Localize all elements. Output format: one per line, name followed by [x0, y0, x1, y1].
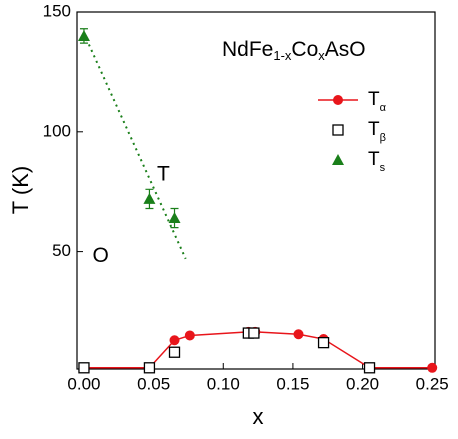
y-tick-label: 50 — [52, 241, 71, 260]
marker — [143, 192, 156, 204]
plot-frame — [76, 11, 436, 370]
marker — [184, 330, 195, 341]
marker — [332, 124, 344, 136]
annotation-subscript: 1-x — [273, 48, 292, 63]
marker — [363, 362, 376, 374]
x-tick-label: 0.10 — [207, 374, 240, 393]
marker — [78, 362, 90, 374]
marker — [168, 212, 181, 224]
marker — [427, 362, 438, 373]
region-label: T — [157, 162, 170, 185]
marker — [333, 95, 343, 105]
marker — [293, 329, 304, 340]
legend-name: T — [368, 89, 380, 110]
legend-subscript: α — [380, 102, 387, 114]
marker — [143, 362, 156, 374]
legend-label: Ts — [368, 149, 386, 174]
marker — [317, 336, 330, 349]
legend-label: Tα — [368, 89, 387, 114]
fit-line — [83, 33, 187, 260]
x-tick-label: 0.25 — [416, 374, 449, 393]
x-axis-label: x — [253, 404, 264, 429]
y-tick-label: 150 — [43, 1, 71, 20]
x-tick-label: 0.00 — [67, 374, 100, 393]
annotation-text: Co — [291, 38, 318, 61]
marker — [248, 327, 260, 339]
marker — [332, 154, 344, 165]
x-tick-label: 0.20 — [346, 374, 379, 393]
marker — [168, 346, 181, 358]
region-label: O — [93, 244, 109, 267]
annotation-text: AsO — [325, 38, 366, 61]
annotation: NdFe1-xCoxAsO — [222, 38, 366, 64]
x-tick-label: 0.15 — [276, 374, 309, 393]
y-tick-label: 100 — [43, 121, 71, 140]
marker — [169, 335, 180, 346]
annotation-text: NdFe — [222, 38, 273, 61]
marker — [77, 29, 90, 41]
legend-label: Tβ — [368, 119, 386, 144]
legend-name: T — [368, 149, 380, 170]
y-axis-label: T (K) — [8, 166, 33, 214]
annotation-subscript: x — [318, 48, 325, 63]
x-tick-label: 0.05 — [137, 374, 170, 393]
legend-name: T — [368, 119, 380, 140]
legend-subscript: s — [380, 162, 386, 174]
legend-subscript: β — [380, 132, 386, 144]
